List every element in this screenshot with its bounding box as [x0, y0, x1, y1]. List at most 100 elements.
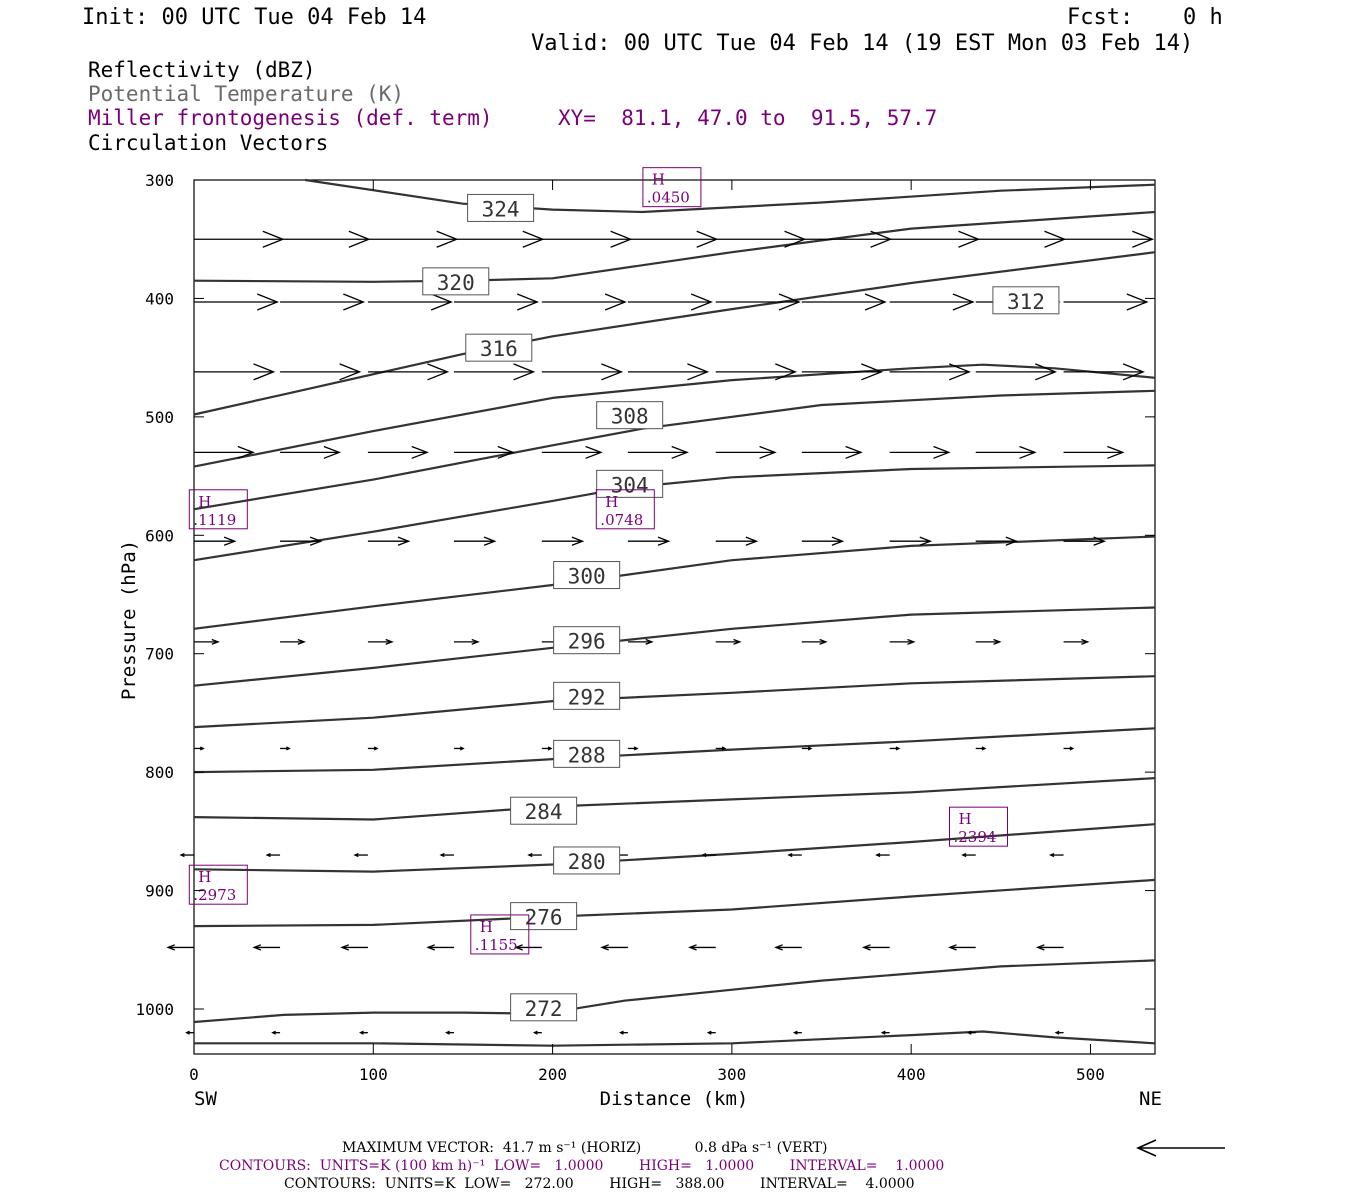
circulation-vector	[453, 746, 465, 751]
title-potential-temperature: Potential Temperature (K)	[88, 82, 405, 106]
circulation-vector	[975, 536, 1019, 546]
theta-contour-304	[193, 464, 1156, 562]
circulation-vector	[1063, 536, 1107, 546]
circulation-vector	[280, 230, 371, 248]
frontogenesis-max: H.0748	[595, 489, 655, 530]
circulation-vector	[619, 1030, 628, 1035]
circulation-vector	[880, 1030, 890, 1035]
circulation-vector	[701, 852, 716, 858]
circulation-vector	[1063, 445, 1125, 459]
circulation-vector	[889, 363, 971, 381]
circulation-vector	[532, 1030, 542, 1035]
circulation-vector	[185, 1030, 194, 1035]
svg-text:.0748: .0748	[600, 511, 643, 529]
svg-text:288: 288	[568, 743, 606, 767]
frontogenesis-max: H.1119	[188, 489, 248, 530]
circulation-vector	[541, 363, 624, 381]
circulation-vector	[706, 1030, 716, 1035]
svg-text:H: H	[198, 868, 211, 886]
circulation-vector	[280, 746, 291, 751]
circulation-vector	[271, 1030, 281, 1035]
theta-contour-300	[193, 535, 1156, 630]
theta-label-280: 280	[553, 846, 621, 875]
x-tick-label: 100	[359, 1065, 388, 1084]
theta-label-276: 276	[510, 902, 578, 931]
circulation-vector	[600, 944, 628, 951]
circulation-vector	[889, 293, 975, 311]
svg-text:284: 284	[525, 800, 563, 824]
y-tick-label: 800	[145, 763, 174, 782]
circulation-vector	[627, 293, 713, 311]
y-tick-label: 700	[145, 645, 174, 664]
circulation-vectors	[166, 230, 1155, 1035]
frontogenesis-max: H.1155	[470, 914, 530, 955]
circulation-vector	[627, 638, 654, 645]
circulation-vector	[889, 638, 916, 645]
circulation-vector	[715, 746, 727, 751]
circulation-vector	[715, 230, 807, 248]
svg-text:H: H	[959, 810, 972, 828]
svg-text:320: 320	[437, 271, 475, 295]
circulation-vector	[801, 293, 887, 311]
maximum-vector-info: MAXIMUM VECTOR: 41.7 m s⁻¹ (HORIZ) 0.8 d…	[342, 1140, 828, 1156]
y-axis-title: Pressure (hPa)	[118, 540, 140, 700]
circulation-vector	[715, 363, 798, 381]
circulation-vector	[889, 230, 981, 248]
theta-contour-276	[193, 878, 1156, 928]
circulation-vector	[367, 293, 453, 311]
theta-contour-292	[193, 675, 1156, 729]
svg-text:H: H	[652, 171, 665, 189]
frontogenesis-max: H.2394	[949, 806, 1009, 847]
circulation-vector	[947, 944, 976, 951]
circulation-vector	[194, 445, 256, 459]
x-tick-label: 0	[189, 1065, 199, 1084]
circulation-vector	[1035, 944, 1064, 951]
reference-vector-arrow	[1136, 1139, 1225, 1157]
theta-label-308: 308	[596, 401, 664, 430]
theta-label-304: 304	[596, 469, 664, 498]
cross-section-endpoints: XY= 81.1, 47.0 to 91.5, 57.7	[558, 106, 938, 130]
theta-label-296: 296	[553, 626, 621, 655]
circulation-vector	[774, 944, 802, 951]
y-tick-label: 400	[145, 289, 174, 308]
circulation-vector	[1063, 230, 1155, 248]
circulation-vector	[367, 536, 411, 546]
circulation-vector	[627, 746, 639, 751]
circulation-vector	[194, 363, 276, 381]
circulation-vector	[801, 230, 893, 248]
svg-text:304: 304	[611, 473, 649, 497]
theta-label-312: 312	[992, 286, 1060, 315]
circulation-vector	[280, 293, 366, 311]
circulation-vector	[627, 363, 710, 381]
theta-contour-272	[193, 959, 1156, 1024]
circulation-vector	[179, 852, 194, 858]
svg-text:324: 324	[482, 197, 520, 221]
circulation-vector	[453, 363, 536, 381]
svg-text:272: 272	[525, 997, 563, 1021]
sw-end-label: SW	[194, 1088, 217, 1110]
forecast-hour: 0 h	[1183, 5, 1223, 30]
circulation-vector	[975, 638, 1002, 645]
svg-text:.0450: .0450	[647, 189, 690, 207]
plot-border	[193, 179, 1156, 1055]
ne-end-label: NE	[1139, 1088, 1162, 1110]
circulation-vector	[541, 445, 603, 459]
circulation-vector	[367, 230, 459, 248]
circulation-vector	[194, 638, 220, 645]
theta-label-320: 320	[422, 267, 490, 296]
theta-contour-268	[194, 1030, 1156, 1047]
circulation-vector	[541, 536, 585, 546]
theta-contour-288	[193, 727, 1156, 774]
circulation-vector	[453, 230, 545, 248]
circulation-vector	[801, 445, 863, 459]
circulation-vector	[541, 746, 553, 751]
circulation-vector	[627, 445, 689, 459]
theta-contour-308	[193, 389, 1156, 511]
init-time: Init: 00 UTC Tue 04 Feb 14	[82, 5, 427, 30]
circulation-vector	[280, 638, 306, 645]
circulation-vector	[194, 230, 285, 248]
theta-label-316: 316	[465, 333, 533, 362]
circulation-vector	[688, 944, 716, 951]
circulation-vector	[975, 746, 987, 751]
circulation-vector	[426, 944, 454, 951]
